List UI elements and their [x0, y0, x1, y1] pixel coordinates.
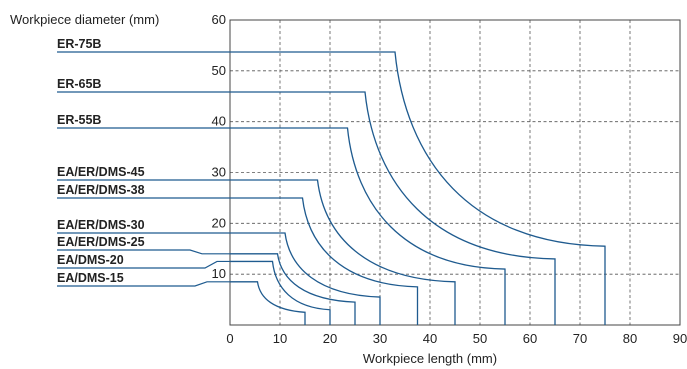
x-axis-title: Workpiece length (mm)	[363, 351, 497, 366]
series-label: EA/ER/DMS-38	[57, 183, 145, 197]
x-tick-label: 20	[323, 331, 337, 346]
x-tick-label: 50	[473, 331, 487, 346]
series-curve	[230, 232, 381, 325]
series-label: EA/DMS-20	[57, 253, 124, 267]
y-tick-label: 10	[212, 266, 226, 281]
series-label: ER-55B	[57, 113, 101, 127]
y-tick-label: 30	[212, 165, 226, 180]
x-tick-label: 0	[226, 331, 233, 346]
grid	[230, 20, 680, 325]
y-tick-label: 50	[212, 63, 226, 78]
series-labels: ER-75B ER-65B ER-55B EA/ER/DMS-45 EA/ER/DMS-…	[57, 37, 145, 285]
series-curve	[230, 197, 419, 325]
x-tick-label: 30	[373, 331, 387, 346]
series-curve	[230, 260, 331, 325]
series-label: EA/ER/DMS-25	[57, 235, 145, 249]
tick-labels: 0 10 20 30 40 50 60 70 80 90 10 20 30 40 50 60	[212, 12, 687, 346]
series-leader-line	[57, 249, 230, 255]
series-leader-line	[57, 281, 230, 287]
x-tick-label: 40	[423, 331, 437, 346]
series-curve	[230, 127, 506, 325]
series-label: ER-65B	[57, 77, 101, 91]
x-tick-label: 90	[673, 331, 687, 346]
y-tick-label: 60	[212, 12, 226, 27]
series-label: EA/ER/DMS-30	[57, 218, 145, 232]
series-curve	[230, 179, 456, 325]
series-curves	[57, 51, 606, 325]
y-tick-label: 20	[212, 215, 226, 230]
x-tick-label: 60	[523, 331, 537, 346]
x-tick-label: 10	[273, 331, 287, 346]
series-curve	[230, 51, 606, 325]
series-leader-line	[57, 260, 230, 269]
series-curve	[230, 91, 556, 325]
series-label: ER-75B	[57, 37, 101, 51]
x-tick-label: 70	[573, 331, 587, 346]
series-curve	[230, 253, 356, 325]
x-tick-label: 80	[623, 331, 637, 346]
y-tick-label: 40	[212, 114, 226, 129]
y-axis-title: Workpiece diameter (mm)	[10, 12, 159, 27]
series-curve	[230, 281, 306, 325]
series-label: EA/ER/DMS-45	[57, 165, 145, 179]
series-label: EA/DMS-15	[57, 271, 124, 285]
